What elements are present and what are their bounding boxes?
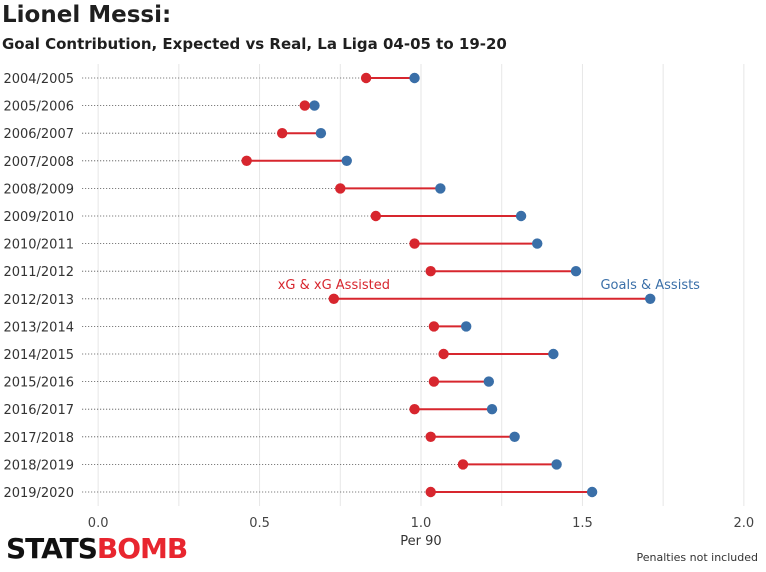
- y-tick-label: 2016/2017: [3, 403, 74, 418]
- goals-point: [486, 404, 498, 415]
- goals-point: [461, 321, 472, 332]
- xg-point: [425, 486, 436, 498]
- goals-annotation: Goals & Assists: [600, 278, 700, 293]
- x-axis-label: Per 90: [400, 534, 441, 549]
- goals-point: [483, 376, 494, 387]
- xg-point: [241, 155, 252, 166]
- xg-point: [425, 266, 436, 277]
- goals-point: [435, 183, 446, 194]
- chart-title: Lionel Messi:: [2, 2, 172, 28]
- x-tick-label: 0.5: [249, 516, 270, 531]
- goals-point: [532, 238, 543, 249]
- goals-point: [341, 155, 352, 166]
- xg-point: [428, 321, 440, 332]
- xg-point: [428, 376, 440, 387]
- x-tick-label: 0.0: [88, 516, 109, 531]
- xg-point: [409, 404, 420, 415]
- y-tick-label: 2017/2018: [3, 431, 74, 446]
- y-tick-label: 2004/2005: [3, 72, 74, 87]
- y-tick-label: 2015/2016: [3, 376, 74, 391]
- y-tick-label: 2013/2014: [3, 320, 74, 335]
- chart-subtitle: Goal Contribution, Expected vs Real, La …: [2, 35, 507, 53]
- goals-point: [509, 431, 520, 442]
- brand-stats-text: STATS: [6, 532, 98, 565]
- goals-point: [309, 100, 320, 111]
- goals-point: [551, 459, 562, 470]
- y-tick-label: 2007/2008: [3, 155, 74, 170]
- xg-point: [335, 183, 346, 194]
- xg-point: [299, 100, 310, 111]
- xg-point: [370, 210, 381, 222]
- xg-point: [328, 293, 340, 304]
- x-tick-label: 2.0: [734, 516, 755, 531]
- goals-point: [515, 210, 527, 222]
- footnote: Penalties not included: [636, 551, 759, 564]
- y-tick-label: 2019/2020: [3, 486, 74, 501]
- xg-point: [276, 128, 288, 139]
- goals-point: [548, 348, 559, 360]
- y-tick-label: 2018/2019: [3, 458, 74, 473]
- goals-point: [645, 293, 656, 304]
- y-tick-label: 2005/2006: [3, 100, 74, 115]
- x-tick-label: 1.0: [411, 516, 432, 531]
- xg-point: [409, 238, 420, 249]
- statsbomb-logo: STATSBOMB: [6, 532, 188, 566]
- xg-point: [457, 459, 469, 470]
- y-tick-label: 2014/2015: [3, 348, 74, 363]
- y-tick-label: 2009/2010: [3, 210, 74, 225]
- y-tick-label: 2008/2009: [3, 182, 74, 197]
- y-tick-label: 2012/2013: [3, 293, 74, 308]
- x-tick-label: 1.5: [572, 516, 593, 531]
- brand-bomb-text: BOMB: [96, 532, 188, 565]
- xg-point: [438, 348, 449, 360]
- goals-point: [570, 266, 582, 277]
- goals-point: [409, 72, 420, 84]
- xg-annotation: xG & xG Assisted: [278, 278, 390, 293]
- xg-point: [425, 431, 436, 442]
- y-tick-label: 2010/2011: [3, 238, 74, 253]
- xg-point: [360, 72, 372, 84]
- y-tick-label: 2006/2007: [3, 127, 74, 142]
- goals-point: [315, 128, 327, 139]
- y-tick-label: 2011/2012: [3, 265, 74, 280]
- goals-point: [586, 486, 598, 498]
